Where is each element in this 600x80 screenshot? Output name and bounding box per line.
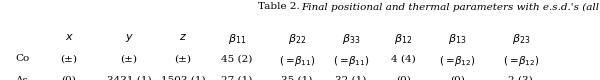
Text: (0): (0) bbox=[62, 76, 76, 80]
Text: $\beta_{13}$: $\beta_{13}$ bbox=[448, 32, 466, 46]
Text: $z$: $z$ bbox=[179, 32, 187, 42]
Text: Co: Co bbox=[15, 54, 29, 63]
Text: As: As bbox=[15, 76, 28, 80]
Text: 45 (2): 45 (2) bbox=[221, 54, 253, 63]
Text: 4 (4): 4 (4) bbox=[391, 54, 416, 63]
Text: 1503 (1): 1503 (1) bbox=[161, 76, 205, 80]
Text: $y$: $y$ bbox=[125, 32, 133, 44]
Text: (±): (±) bbox=[121, 54, 137, 63]
Text: $(=\!\beta_{12})$: $(=\!\beta_{12})$ bbox=[503, 54, 539, 68]
Text: (0): (0) bbox=[450, 76, 464, 80]
Text: 27 (1): 27 (1) bbox=[221, 76, 253, 80]
Text: $\beta_{12}$: $\beta_{12}$ bbox=[394, 32, 412, 46]
Text: $(=\!\beta_{12})$: $(=\!\beta_{12})$ bbox=[439, 54, 475, 68]
Text: $x$: $x$ bbox=[65, 32, 73, 42]
Text: Final positional and thermal parameters with e.s.d.'s (all × 10⁴): Final positional and thermal parameters … bbox=[301, 2, 600, 12]
Text: (±): (±) bbox=[61, 54, 77, 63]
Text: $\beta_{11}$: $\beta_{11}$ bbox=[228, 32, 246, 46]
Text: 32 (1): 32 (1) bbox=[335, 76, 367, 80]
Text: $\beta_{33}$: $\beta_{33}$ bbox=[342, 32, 360, 46]
Text: $(=\!\beta_{11})$: $(=\!\beta_{11})$ bbox=[333, 54, 369, 68]
Text: Table 2.: Table 2. bbox=[258, 2, 300, 11]
Text: (±): (±) bbox=[175, 54, 191, 63]
Text: $\beta_{23}$: $\beta_{23}$ bbox=[512, 32, 530, 46]
Text: (0): (0) bbox=[396, 76, 410, 80]
Text: 3431 (1): 3431 (1) bbox=[107, 76, 151, 80]
Text: 35 (1): 35 (1) bbox=[281, 76, 313, 80]
Text: $\beta_{22}$: $\beta_{22}$ bbox=[288, 32, 306, 46]
Text: $(=\!\beta_{11})$: $(=\!\beta_{11})$ bbox=[279, 54, 315, 68]
Text: 2 (3): 2 (3) bbox=[508, 76, 533, 80]
